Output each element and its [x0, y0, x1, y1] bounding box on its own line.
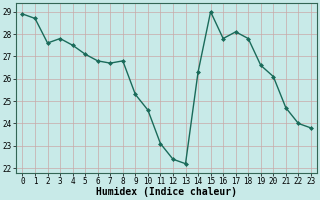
X-axis label: Humidex (Indice chaleur): Humidex (Indice chaleur) — [96, 187, 237, 197]
